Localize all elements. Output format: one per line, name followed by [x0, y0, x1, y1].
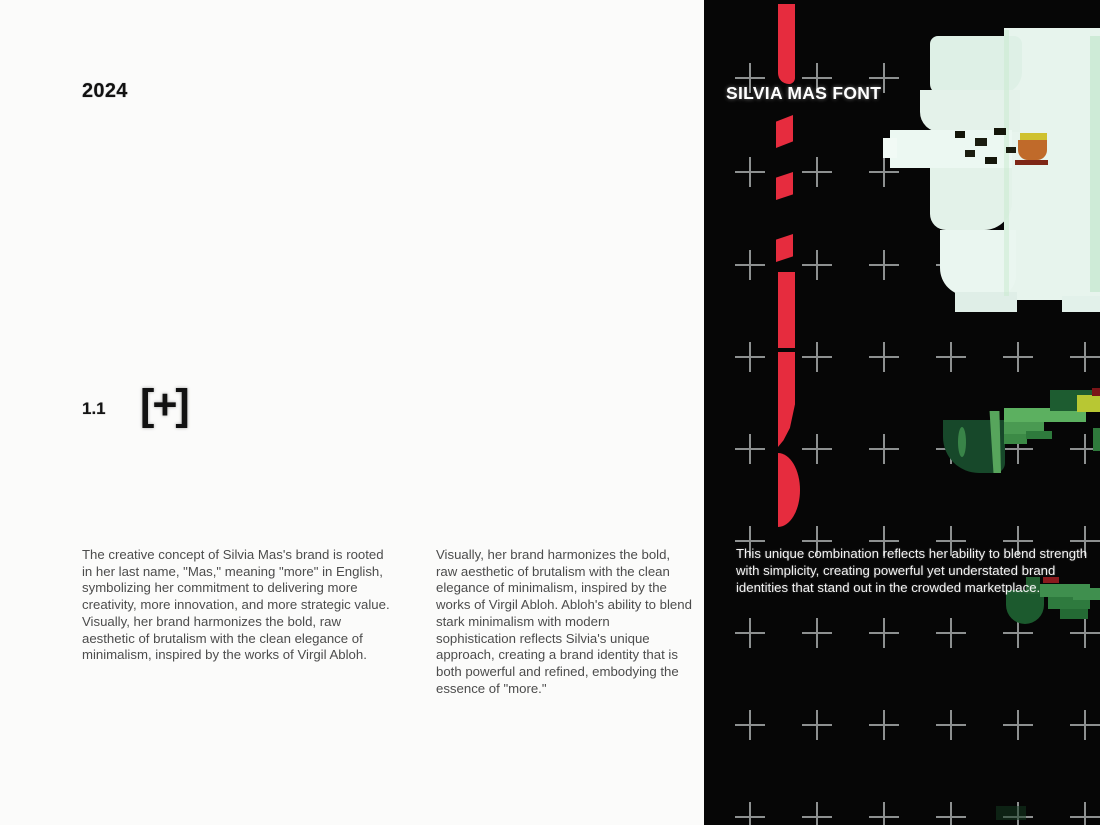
- glitch-art-fragment: [1093, 428, 1100, 451]
- plus-cross-mark: [1003, 342, 1033, 372]
- plus-cross-mark: [869, 802, 899, 825]
- plus-cross-mark: [802, 526, 832, 556]
- glitch-art-fragment: [1026, 577, 1040, 594]
- plus-cross-mark: [735, 618, 765, 648]
- glitch-art-fragment: [955, 131, 965, 138]
- plus-cross-mark: [802, 618, 832, 648]
- glitch-art-fragment: [1073, 588, 1100, 600]
- glitch-art-fragment: [1006, 147, 1016, 153]
- glitch-art-fragment: [958, 427, 966, 457]
- plus-cross-mark: [802, 63, 832, 93]
- plus-cross-mark: [802, 250, 832, 280]
- panel-caption: This unique combination reflects her abi…: [736, 546, 1088, 595]
- plus-cross-mark: [1003, 434, 1033, 464]
- plus-cross-mark: [936, 618, 966, 648]
- glitch-art-fragment: [1090, 36, 1100, 292]
- glitch-art-fragment: [940, 230, 1016, 296]
- glitch-art-fragment: [1026, 431, 1052, 439]
- glitch-art-fragment: [920, 90, 1020, 132]
- plus-cross-mark: [735, 63, 765, 93]
- red-glitch-bar-segment: [778, 453, 800, 527]
- glitch-art-fragment: [1004, 30, 1009, 296]
- plus-cross-mark: [802, 710, 832, 740]
- red-glitch-bar-segment: [778, 352, 795, 447]
- plus-cross-mark: [869, 342, 899, 372]
- left-white-page: 2024 1.1 [+] The creative concept of Sil…: [0, 0, 704, 825]
- plus-cross-mark: [1003, 618, 1033, 648]
- plus-cross-mark: [1070, 802, 1100, 825]
- red-glitch-bar-segment: [778, 272, 795, 348]
- plus-cross-mark: [1070, 710, 1100, 740]
- plus-cross-mark: [936, 342, 966, 372]
- plus-cross-mark: [869, 710, 899, 740]
- plus-cross-mark: [735, 710, 765, 740]
- plus-cross-mark: [1070, 526, 1100, 556]
- glitch-art-fragment: [1048, 597, 1090, 609]
- plus-cross-mark: [1003, 526, 1033, 556]
- glitch-art-fragment: [883, 138, 897, 158]
- glitch-art-fragment: [1015, 160, 1048, 165]
- red-glitch-bar-segment: [778, 4, 795, 84]
- glitch-art-fragment: [1062, 296, 1100, 312]
- red-glitch-bar-segment: [776, 172, 793, 200]
- body-text-column-2: Visually, her brand harmonizes the bold,…: [436, 547, 692, 696]
- glitch-art-fragment: [955, 292, 1017, 312]
- glitch-art-fragment: [1018, 140, 1047, 160]
- bracket-plus-icon: [+]: [140, 381, 190, 429]
- plus-cross-mark: [869, 618, 899, 648]
- glitch-art-fragment: [1004, 434, 1027, 444]
- glitch-art-fragment: [1092, 388, 1100, 396]
- plus-cross-mark: [869, 526, 899, 556]
- glitch-art-fragment: [965, 150, 975, 157]
- glitch-art-fragment: [1006, 590, 1044, 624]
- plus-cross-mark: [802, 342, 832, 372]
- year-label: 2024: [82, 80, 128, 102]
- plus-cross-mark: [802, 434, 832, 464]
- plus-cross-mark: [869, 63, 899, 93]
- plus-cross-mark: [802, 802, 832, 825]
- glitch-art-fragment: [1043, 577, 1059, 583]
- glitch-art-fragment: [994, 128, 1006, 135]
- plus-cross-mark: [735, 802, 765, 825]
- plus-cross-mark: [869, 434, 899, 464]
- red-glitch-bar-segment: [776, 115, 793, 148]
- plus-cross-mark: [936, 802, 966, 825]
- plus-cross-mark: [802, 157, 832, 187]
- glitch-art-fragment: [1020, 133, 1047, 140]
- plus-cross-mark: [1003, 710, 1033, 740]
- plus-cross-mark: [869, 157, 899, 187]
- plus-cross-mark: [1070, 342, 1100, 372]
- plus-cross-mark: [735, 526, 765, 556]
- plus-cross-mark: [869, 250, 899, 280]
- plus-cross-mark: [936, 526, 966, 556]
- plus-cross-mark: [735, 157, 765, 187]
- glitch-art-fragment: [1077, 395, 1100, 412]
- plus-cross-mark: [735, 434, 765, 464]
- plus-cross-mark: [735, 250, 765, 280]
- plus-cross-mark: [735, 342, 765, 372]
- plus-cross-mark: [1070, 434, 1100, 464]
- plus-cross-mark: [936, 710, 966, 740]
- glitch-art-fragment: [1004, 408, 1086, 422]
- glitch-art-fragment: [989, 411, 1001, 473]
- glitch-art-fragment: [996, 806, 1026, 820]
- glitch-art-fragment: [985, 157, 997, 164]
- plus-cross-mark: [1070, 618, 1100, 648]
- glitch-art-fragment: [930, 168, 1012, 230]
- glitch-art-fragment: [1060, 609, 1088, 619]
- section-number: 1.1: [82, 399, 106, 418]
- red-glitch-bar-segment: [776, 234, 793, 262]
- glitch-art-fragment: [975, 138, 987, 146]
- panel-title: SILVIA MAS FONT: [726, 83, 882, 103]
- body-text-column-1: The creative concept of Silvia Mas's bra…: [82, 547, 390, 663]
- font-showcase-panel: SILVIA MAS FONT This unique combination …: [704, 0, 1100, 825]
